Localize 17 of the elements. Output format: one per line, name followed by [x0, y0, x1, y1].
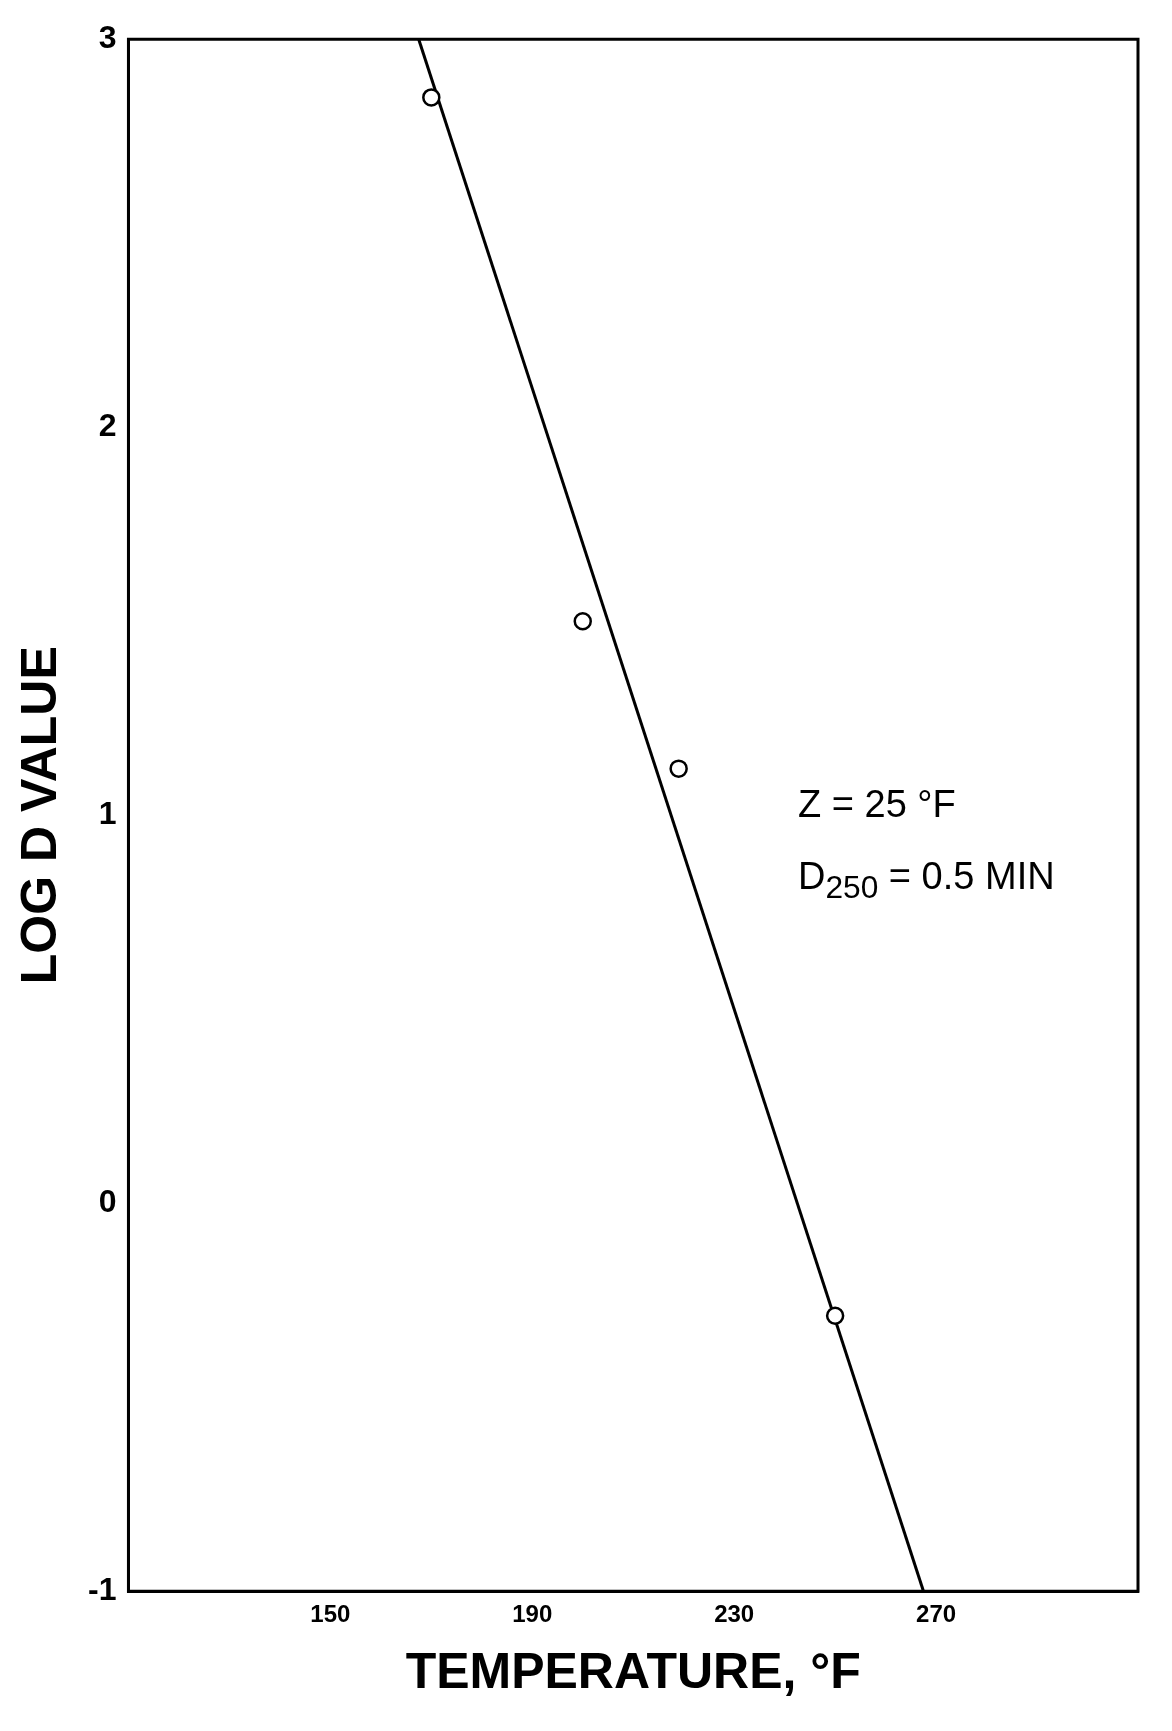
annotation: D$_{250}$ = 0.5 MIN — [798, 854, 1055, 907]
x-tick-label: 230 — [714, 1600, 755, 1628]
x-axis-title: TEMPERATURE, °F — [405, 1642, 861, 1699]
x-tick-label: 190 — [512, 1600, 553, 1628]
point — [422, 88, 441, 107]
point — [825, 1306, 845, 1325]
y-tick-label: 3 — [98, 19, 117, 56]
y-tick-label: -1 — [88, 1571, 117, 1608]
y-tick-label: 2 — [98, 407, 117, 444]
point — [573, 611, 592, 631]
annotation: Z = 25 °F — [798, 782, 957, 827]
y-tick-label: 0 — [98, 1183, 117, 1220]
x-tick-label: 150 — [310, 1600, 351, 1628]
y-tick-label: 1 — [98, 795, 117, 832]
point — [669, 759, 688, 778]
y-axis-title: LOG D VALUE — [10, 646, 67, 985]
x-tick-label: 270 — [916, 1600, 957, 1628]
